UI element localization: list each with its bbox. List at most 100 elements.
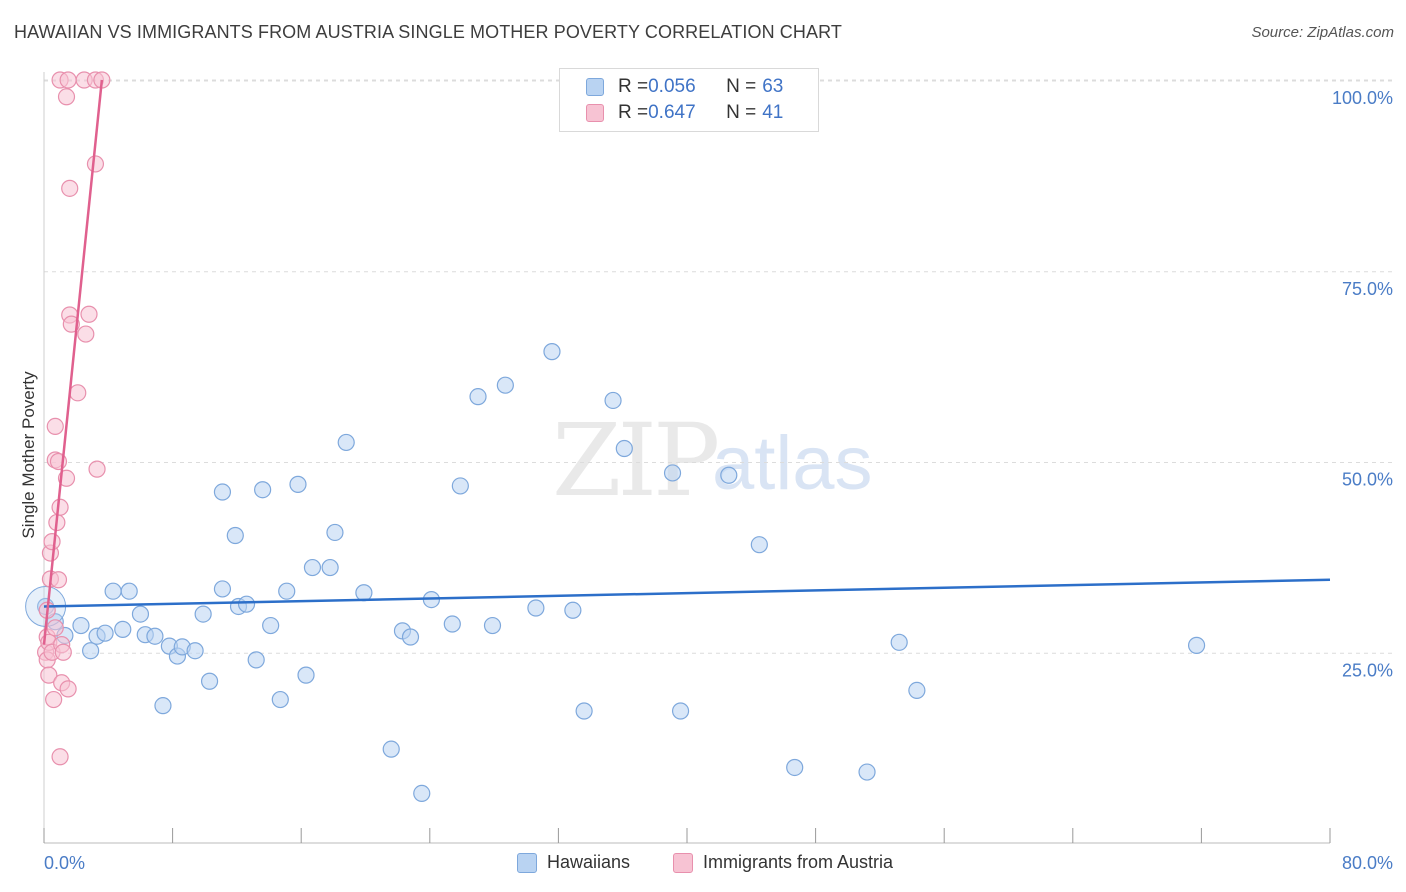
data-point-hawaiians [303, 558, 322, 577]
data-point-hawaiians [278, 582, 296, 600]
data-point-hawaiians [96, 624, 114, 642]
data-point-hawaiians [564, 601, 582, 619]
legend-n-label: N = [726, 76, 757, 97]
data-point-hawaiians [213, 580, 232, 598]
data-point-austria [80, 305, 98, 323]
legend-n-value: 63 [762, 76, 784, 97]
data-point-austria [54, 643, 72, 661]
trend-line-austria [42, 79, 104, 645]
data-point-austria [59, 71, 77, 89]
legend-swatch-blue [586, 78, 604, 96]
chart-title: HAWAIIAN VS IMMIGRANTS FROM AUSTRIA SING… [14, 22, 842, 42]
y-tick-label: 75.0% [1342, 279, 1393, 299]
data-point-austria [43, 533, 61, 551]
data-point-hawaiians [213, 483, 232, 501]
data-point-austria [45, 690, 63, 709]
legend-label-austria: Immigrants from Austria [703, 852, 894, 872]
legend-item-hawaiians[interactable]: Hawaiians [517, 852, 630, 873]
data-point-hawaiians [289, 475, 307, 493]
data-point-hawaiians [297, 666, 315, 684]
data-point-hawaiians [237, 595, 256, 613]
legend-row-austria: R = 0.647 N = 41 [586, 101, 783, 125]
data-point-hawaiians [131, 605, 150, 623]
data-point-austria [77, 325, 95, 343]
data-point-hawaiians [575, 702, 593, 720]
series-legend: Hawaiians Immigrants from Austria [0, 852, 1406, 876]
x-tick-label: 80.0% [1342, 853, 1393, 873]
data-point-austria [40, 666, 58, 684]
data-point-hawaiians [604, 391, 622, 410]
data-point-hawaiians [890, 633, 908, 651]
data-point-hawaiians [469, 388, 487, 406]
austria-points [37, 71, 111, 766]
data-point-hawaiians [321, 558, 339, 577]
data-point-hawaiians [908, 681, 926, 700]
y-tick-label: 100.0% [1332, 88, 1393, 108]
data-point-hawaiians [786, 758, 804, 777]
legend-r-label: R = [618, 76, 649, 97]
axes [43, 72, 1331, 844]
correlation-legend: R = 0.056 N = 63 R = 0.647 N = 41 [559, 68, 819, 132]
watermark-atlas: atlas [712, 421, 873, 506]
data-point-austria [57, 88, 76, 106]
legend-r-value: 0.056 [648, 76, 696, 97]
data-point-hawaiians [247, 651, 265, 669]
data-point-hawaiians [186, 642, 204, 660]
legend-swatch-austria [673, 852, 693, 873]
data-point-hawaiians [496, 376, 514, 394]
data-point-austria [59, 680, 77, 698]
data-point-austria [49, 571, 68, 589]
data-point-hawaiians [401, 628, 420, 646]
y-tick-label: 50.0% [1342, 470, 1393, 490]
data-point-hawaiians [663, 464, 682, 482]
data-point-hawaiians [154, 697, 172, 715]
data-point-hawaiians [337, 433, 355, 452]
hawaiians-points [25, 343, 1206, 803]
legend-n-label: N = [726, 102, 757, 123]
data-point-hawaiians [382, 740, 400, 758]
data-point-hawaiians [262, 616, 280, 635]
data-point-hawaiians [750, 536, 768, 554]
data-point-hawaiians [413, 784, 431, 803]
data-point-austria [46, 417, 64, 436]
legend-row-hawaiians: R = 0.056 N = 63 [586, 75, 783, 99]
data-point-hawaiians [146, 627, 164, 645]
legend-r-value: 0.647 [648, 102, 696, 123]
legend-r-label: R = [618, 102, 649, 123]
legend-n-value: 41 [762, 102, 784, 123]
data-point-hawaiians [200, 672, 219, 690]
legend-item-austria[interactable]: Immigrants from Austria [673, 852, 893, 873]
data-point-hawaiians [1187, 636, 1206, 654]
data-point-hawaiians [443, 615, 461, 633]
data-point-hawaiians [254, 481, 272, 499]
data-point-hawaiians [226, 526, 244, 545]
data-point-austria [88, 460, 106, 478]
data-point-hawaiians [543, 343, 561, 361]
legend-label-hawaiians: Hawaiians [547, 852, 631, 872]
data-point-hawaiians [114, 620, 132, 638]
watermark-zip: ZIP [552, 402, 720, 519]
y-tick-label: 25.0% [1342, 660, 1393, 680]
data-point-hawaiians [483, 616, 502, 635]
legend-swatch-pink [586, 104, 604, 122]
data-point-hawaiians [120, 582, 138, 600]
data-point-hawaiians [355, 584, 373, 602]
data-point-hawaiians [858, 763, 876, 781]
data-point-hawaiians [527, 599, 545, 617]
data-point-austria [69, 384, 87, 402]
data-point-hawaiians [271, 690, 289, 709]
data-point-austria [46, 619, 64, 637]
data-point-austria [51, 748, 69, 766]
data-point-hawaiians [82, 642, 100, 660]
data-point-hawaiians [451, 477, 469, 495]
tick-labels: 25.0% 50.0% 75.0% 100.0% 0.0% 80.0% [44, 88, 1393, 873]
data-point-hawaiians [72, 616, 90, 635]
data-point-austria [61, 179, 79, 197]
data-point-hawaiians [104, 582, 122, 600]
trend-lines [42, 79, 1331, 645]
data-point-hawaiians [720, 466, 738, 484]
grid-lines [44, 79, 1393, 654]
source-label: Source: ZipAtlas.com [1251, 24, 1394, 41]
data-point-hawaiians [671, 702, 690, 720]
